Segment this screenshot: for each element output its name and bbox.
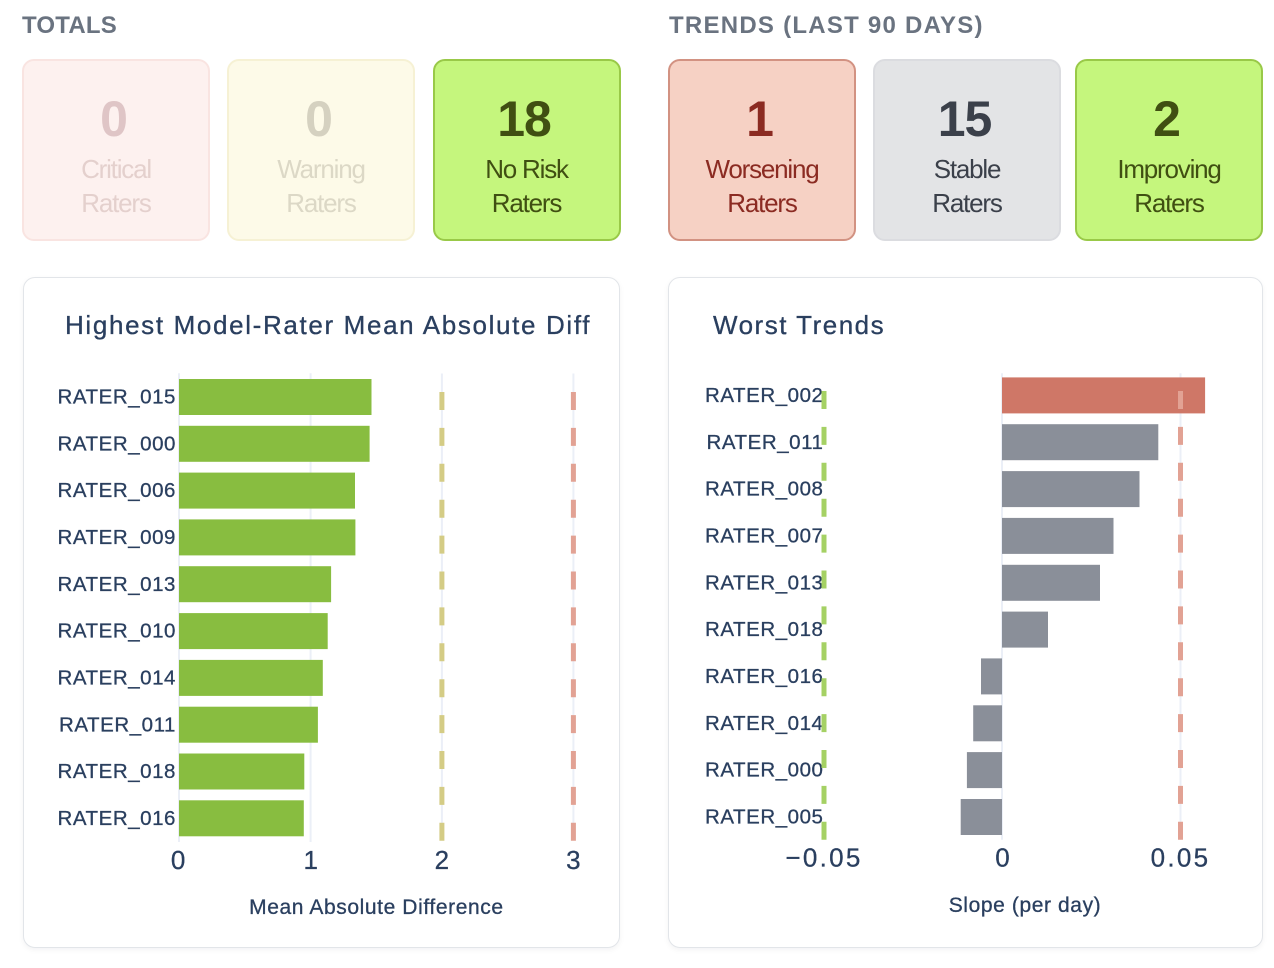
svg-text:RATER_016: RATER_016: [57, 807, 176, 830]
svg-text:RATER_011: RATER_011: [59, 713, 176, 736]
svg-text:RATER_007: RATER_007: [705, 525, 824, 548]
svg-text:RATER_018: RATER_018: [57, 760, 176, 783]
svg-text:0: 0: [995, 842, 1009, 872]
svg-text:RATER_002: RATER_002: [705, 384, 824, 407]
svg-text:RATER_018: RATER_018: [705, 618, 824, 641]
svg-text:1: 1: [303, 845, 317, 875]
svg-text:RATER_000: RATER_000: [57, 432, 176, 455]
svg-text:RATER_011: RATER_011: [707, 431, 824, 454]
svg-text:RATER_010: RATER_010: [57, 620, 176, 643]
svg-text:0.05: 0.05: [1151, 842, 1211, 872]
svg-text:Highest Model-Rater Mean Absol: Highest Model-Rater Mean Absolute Diff: [65, 310, 591, 340]
svg-text:RATER_016: RATER_016: [705, 665, 824, 688]
svg-text:RATER_013: RATER_013: [57, 573, 176, 596]
svg-text:Slope (per day): Slope (per day): [949, 894, 1102, 917]
svg-text:0: 0: [171, 845, 185, 875]
svg-text:Mean Absolute Difference: Mean Absolute Difference: [249, 896, 504, 919]
svg-text:3: 3: [566, 845, 580, 875]
svg-text:RATER_000: RATER_000: [705, 759, 824, 782]
svg-text:−0.05: −0.05: [785, 842, 862, 872]
svg-text:RATER_014: RATER_014: [57, 667, 176, 690]
svg-text:RATER_008: RATER_008: [705, 478, 824, 501]
svg-text:RATER_005: RATER_005: [705, 806, 824, 829]
svg-text:RATER_013: RATER_013: [705, 571, 824, 594]
svg-text:2: 2: [435, 845, 449, 875]
svg-text:RATER_014: RATER_014: [705, 712, 824, 735]
svg-text:Worst Trends: Worst Trends: [713, 310, 885, 340]
svg-text:RATER_009: RATER_009: [57, 526, 176, 549]
svg-text:RATER_015: RATER_015: [57, 386, 176, 409]
svg-text:RATER_006: RATER_006: [57, 479, 176, 502]
